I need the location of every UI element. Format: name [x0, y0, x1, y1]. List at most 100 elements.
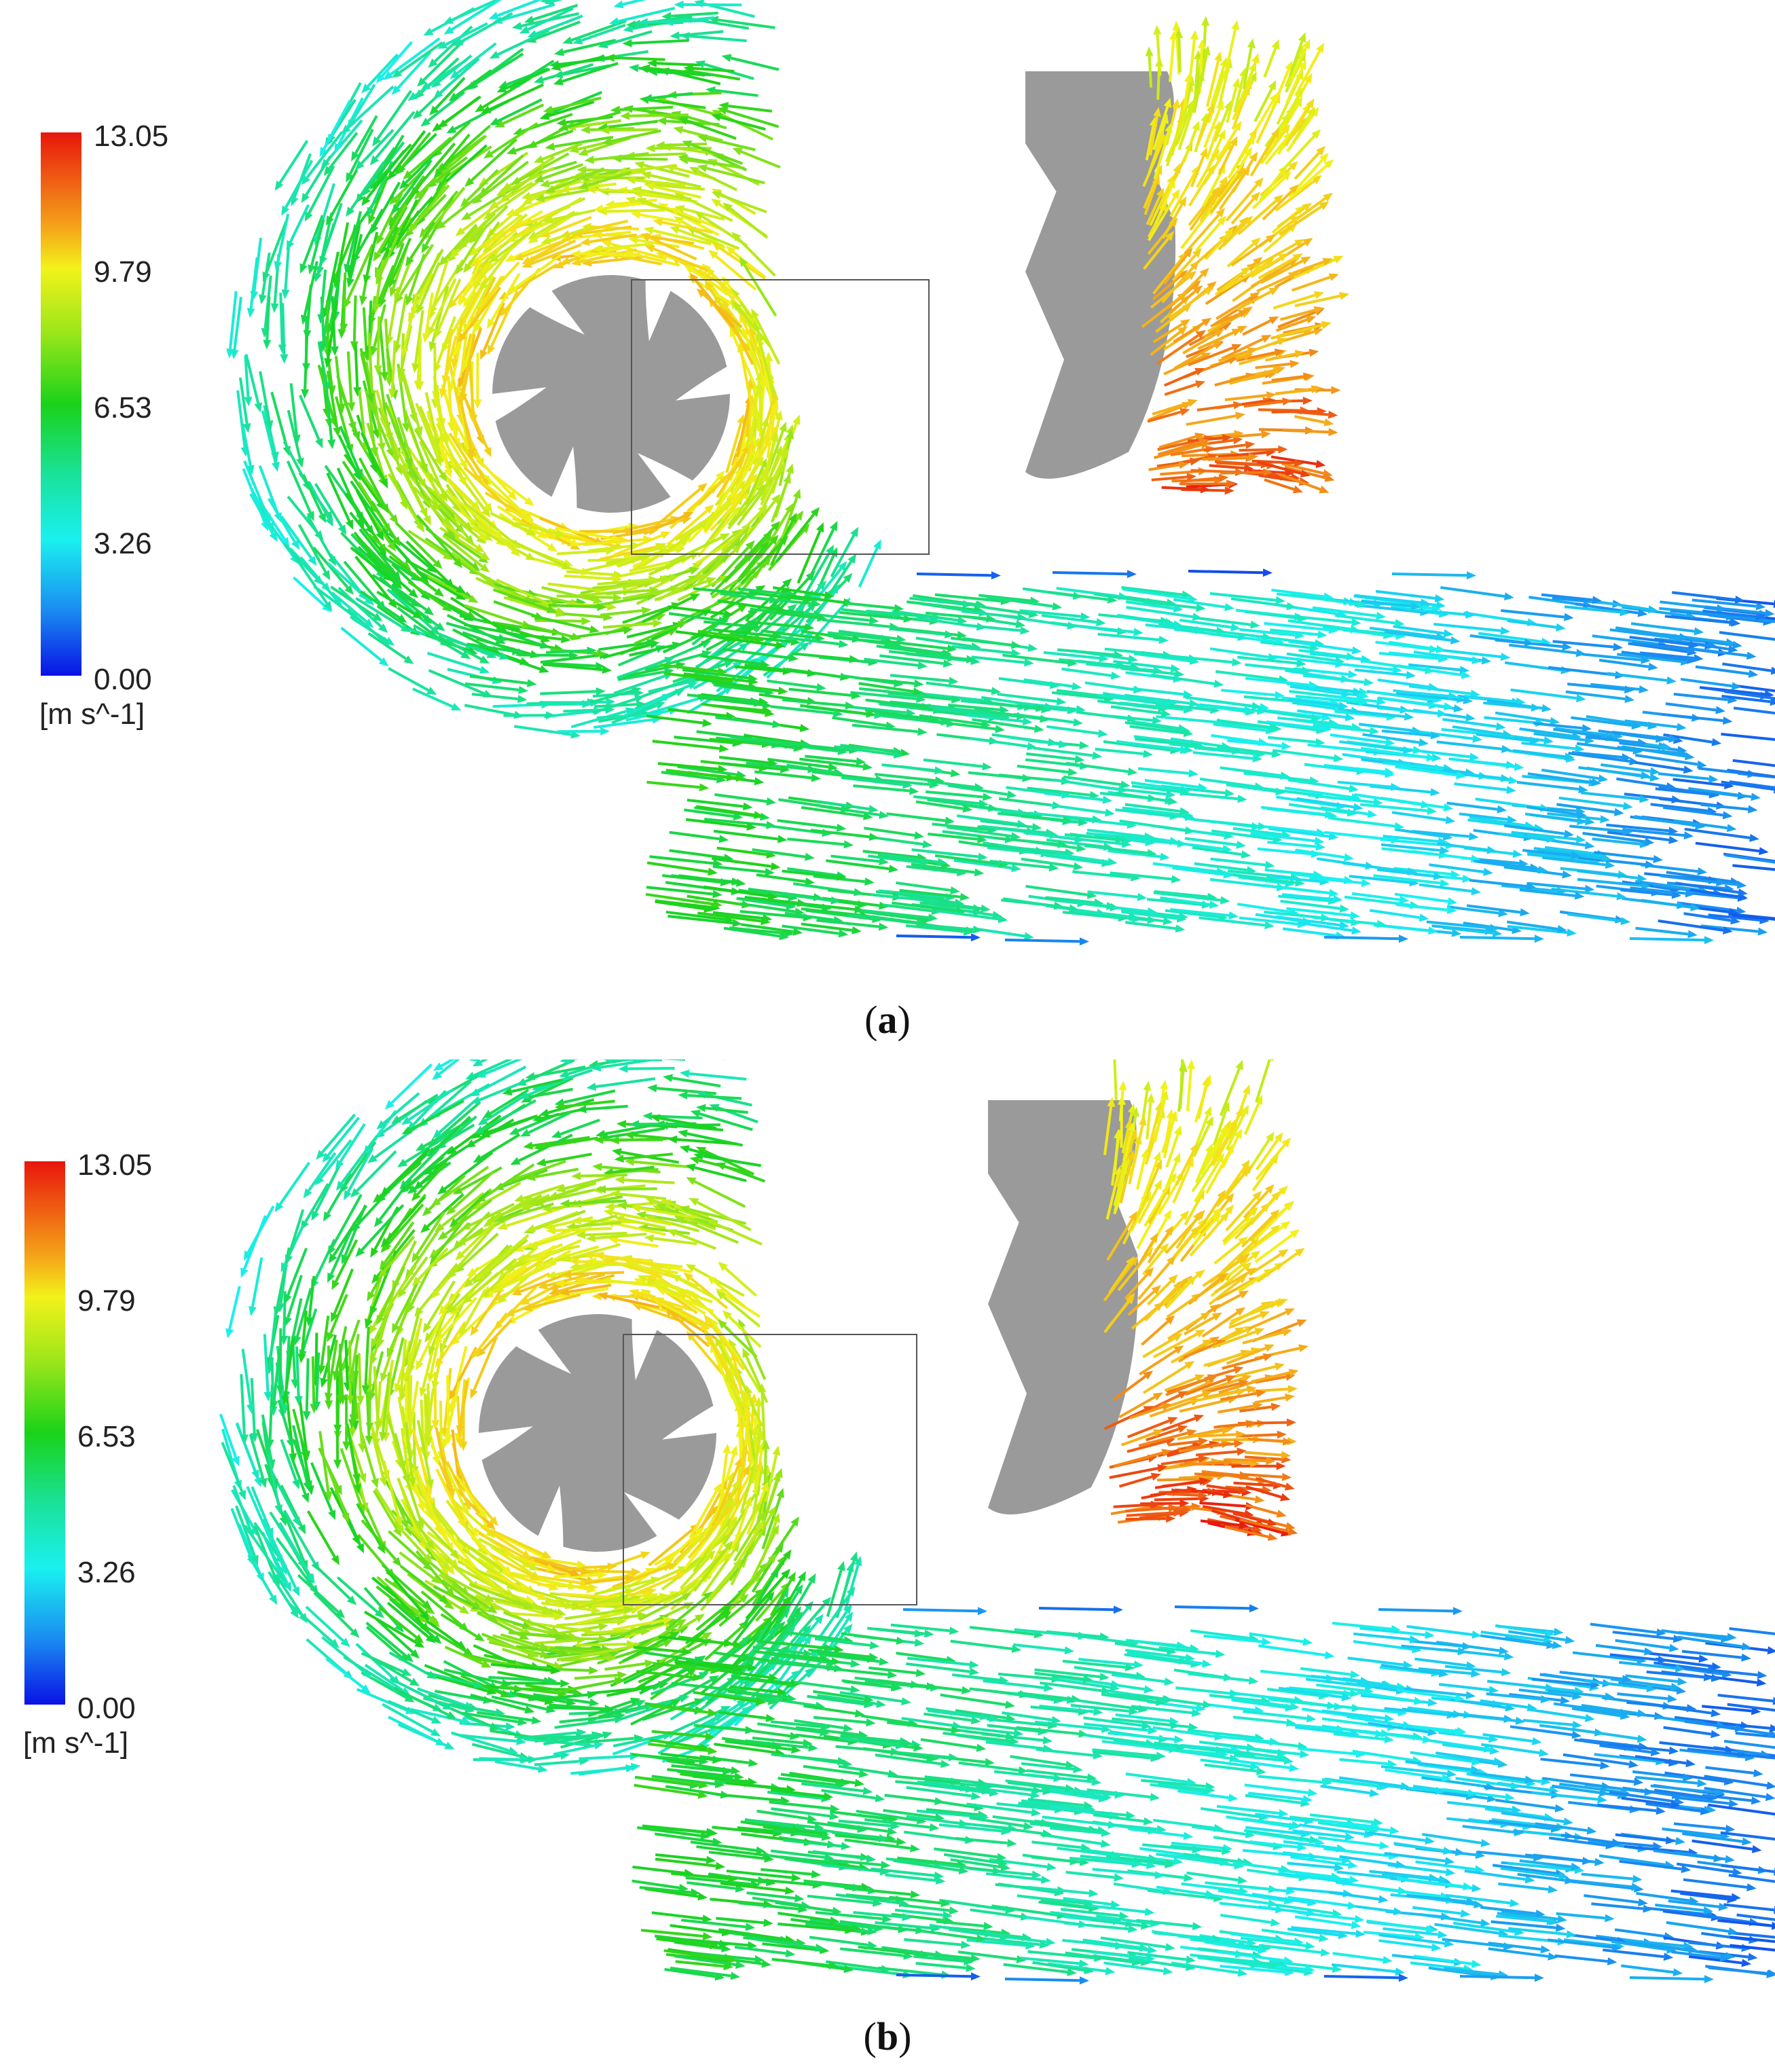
velocity-arrow — [1110, 705, 1162, 715]
velocity-arrowhead — [497, 634, 508, 642]
velocity-arrow — [648, 67, 706, 77]
velocity-arrowhead — [443, 551, 454, 560]
velocity-arrow — [1672, 591, 1736, 601]
velocity-arrow — [435, 77, 466, 110]
velocity-arrowhead — [755, 331, 764, 342]
velocity-arrow — [1519, 888, 1575, 897]
velocity-arrowhead — [706, 577, 716, 585]
velocity-arrowhead — [580, 238, 590, 247]
velocity-arrow — [1349, 875, 1410, 884]
velocity-arrowhead — [1723, 926, 1733, 934]
velocity-arrow — [1209, 464, 1245, 470]
velocity-arrowhead — [828, 763, 839, 771]
velocity-arrow — [1188, 570, 1264, 575]
velocity-arrowhead — [464, 534, 475, 545]
velocity-arrowhead — [1613, 807, 1624, 816]
velocity-arrowhead — [711, 113, 722, 122]
velocity-arrow — [501, 3, 555, 22]
velocity-arrow — [1323, 936, 1399, 941]
velocity-arrowhead — [1711, 738, 1722, 746]
velocity-arrowhead — [1492, 928, 1503, 937]
velocity-arrow — [728, 547, 765, 592]
velocity-arrow — [1160, 470, 1199, 476]
velocity-arrowhead — [1722, 811, 1733, 820]
velocity-arrow — [787, 867, 837, 877]
velocity-arrow — [711, 635, 777, 647]
velocity-arrow — [533, 239, 577, 261]
velocity-arrow — [340, 626, 382, 662]
velocity-arrowhead — [1309, 680, 1319, 689]
velocity-arrow — [671, 12, 718, 18]
velocity-arrow — [720, 510, 763, 553]
velocity-arrow — [355, 489, 381, 534]
velocity-arrow — [301, 473, 323, 515]
velocity-arrow — [403, 410, 426, 466]
velocity-arrow — [1354, 603, 1421, 614]
velocity-arrow — [1230, 597, 1287, 608]
velocity-arrow — [886, 812, 946, 822]
velocity-arrowhead — [600, 126, 610, 134]
velocity-arrow — [1658, 919, 1724, 932]
velocity-arrowhead — [269, 531, 278, 542]
velocity-arrowhead — [708, 249, 718, 259]
velocity-arrow — [864, 826, 915, 837]
velocity-arrow — [714, 793, 767, 803]
velocity-arrowhead — [1224, 100, 1232, 111]
velocity-arrow — [688, 158, 741, 168]
velocity-arrow — [547, 582, 596, 592]
velocity-arrowhead — [1259, 703, 1270, 712]
velocity-arrow — [490, 272, 521, 322]
velocity-arrow — [1052, 571, 1128, 576]
velocity-arrow — [874, 773, 936, 782]
velocity-arrowhead — [770, 403, 779, 414]
velocity-arrow — [929, 719, 996, 731]
velocity-arrow — [382, 531, 424, 577]
velocity-arrowhead — [1232, 658, 1242, 667]
velocity-arrow — [553, 167, 605, 191]
velocity-arrowhead — [500, 306, 509, 317]
velocity-arrowhead — [934, 776, 945, 785]
velocity-arrow — [447, 460, 486, 511]
panel-caption-a: (a) — [864, 998, 911, 1042]
velocity-arrowhead — [1006, 790, 1017, 799]
velocity-arrow — [1226, 242, 1255, 268]
velocity-arrowhead — [562, 36, 573, 44]
velocity-arrowhead — [597, 207, 607, 216]
velocity-arrowhead — [435, 622, 445, 632]
velocity-arrowhead — [1704, 936, 1714, 945]
velocity-arrow — [1280, 899, 1340, 910]
velocity-arrow — [424, 292, 434, 334]
velocity-arrowhead — [376, 274, 384, 285]
velocity-arrow — [1635, 879, 1699, 892]
velocity-arrowhead — [352, 223, 361, 234]
velocity-arrowhead — [453, 558, 463, 568]
velocity-arrow — [683, 672, 750, 683]
velocity-arrow — [651, 92, 693, 100]
velocity-arrow — [401, 132, 432, 168]
velocity-arrow — [407, 580, 445, 608]
velocity-arrowhead — [376, 530, 384, 541]
velocity-arrowhead — [498, 80, 509, 88]
velocity-arrowhead — [366, 393, 375, 403]
velocity-arrow — [1152, 862, 1218, 873]
velocity-arrowhead — [1562, 870, 1573, 879]
velocity-arrowhead — [761, 417, 769, 428]
velocity-arrow — [376, 590, 416, 615]
velocity-arrow — [355, 597, 404, 629]
velocity-arrowhead — [777, 687, 788, 695]
velocity-arrow — [622, 604, 673, 624]
velocity-arrowhead — [323, 166, 333, 176]
velocity-arrow — [359, 348, 372, 395]
velocity-arrowhead — [921, 702, 932, 711]
velocity-arrowhead — [755, 585, 766, 594]
velocity-arrow — [452, 495, 497, 534]
velocity-arrowhead — [699, 783, 710, 792]
velocity-arrowhead — [412, 109, 423, 120]
velocity-arrow — [969, 737, 1028, 748]
velocity-arrowhead — [1748, 670, 1759, 678]
velocity-arrow — [1227, 739, 1282, 748]
velocity-arrowhead — [1412, 746, 1423, 755]
velocity-arrowhead — [429, 105, 439, 115]
velocity-arrow — [409, 194, 447, 232]
velocity-arrowhead — [397, 614, 407, 623]
